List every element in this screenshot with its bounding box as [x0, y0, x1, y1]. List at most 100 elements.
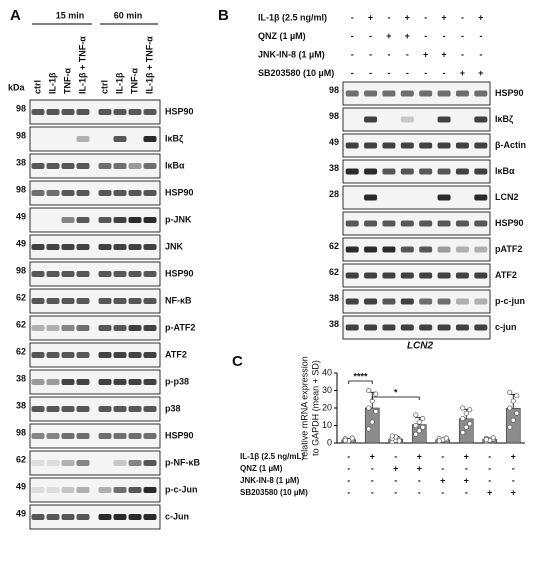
blot-band: [31, 244, 45, 250]
treatment-sign: -: [512, 463, 515, 473]
lane-label: IL-1β: [114, 72, 124, 94]
blot-band: [128, 433, 142, 439]
treatment-sign: +: [478, 68, 483, 78]
treatment-sign: -: [347, 451, 350, 461]
treatment-sign: +: [370, 451, 375, 461]
blot-band: [143, 514, 157, 520]
blot-band: [437, 142, 451, 149]
data-point: [416, 428, 422, 434]
protein-label: IκBζ: [165, 133, 183, 143]
blot-band: [419, 324, 433, 331]
kda-marker: 38: [16, 373, 26, 383]
kda-marker: 98: [16, 130, 26, 140]
blot-band: [364, 272, 378, 279]
blot-band: [76, 379, 90, 385]
blot-band: [382, 220, 396, 227]
blot-band: [382, 90, 396, 97]
protein-label: p-ATF2: [165, 322, 195, 332]
blot-band: [455, 298, 469, 305]
blot-band: [113, 352, 127, 358]
blot-band: [98, 514, 112, 520]
blot-band: [128, 514, 142, 520]
protein-label: p38: [165, 403, 181, 413]
blot-band: [128, 325, 142, 331]
treatment-label: SB203580 (10 µM): [258, 68, 334, 78]
blot-band: [364, 298, 378, 305]
blot-box: [342, 289, 491, 314]
data-point: [366, 387, 372, 394]
treatment-sign: -: [394, 487, 397, 497]
blot-band: [113, 325, 127, 331]
blot-box: [29, 126, 161, 152]
treatment-label: SB203580 (10 µM): [240, 488, 308, 497]
treatment-sign: -: [488, 475, 491, 485]
blot-band: [128, 487, 142, 493]
blot-band: [98, 217, 112, 223]
blot-band: [31, 298, 45, 304]
protein-label: HSP90: [165, 268, 194, 278]
blot-band: [113, 136, 127, 142]
blot-band: [474, 246, 488, 253]
protein-label: pATF2: [495, 244, 522, 254]
kda-marker: 49: [16, 238, 26, 248]
lane-label: IL-1β + TNF-α: [144, 36, 154, 94]
blot-band: [128, 109, 142, 115]
treatment-sign: -: [479, 49, 482, 59]
blot-band: [382, 298, 396, 305]
lane-label: ctrl: [32, 80, 42, 94]
blot-box: [342, 315, 491, 340]
data-point: [467, 421, 473, 427]
data-point: [463, 424, 469, 430]
blot-band: [46, 325, 60, 331]
blot-box: [342, 81, 491, 106]
lane-label: TNF-α: [129, 68, 139, 94]
blot-band: [143, 217, 157, 223]
blot-band: [31, 271, 45, 277]
treatment-label: JNK-IN-8 (1 µM): [258, 49, 325, 59]
blot-band: [76, 352, 90, 358]
protein-label: HSP90: [165, 187, 194, 197]
blot-band: [364, 194, 378, 201]
blot-band: [345, 90, 359, 97]
kda-marker: 98: [16, 427, 26, 437]
protein-label: p-c-Jun: [165, 484, 198, 494]
treatment-sign: -: [387, 68, 390, 78]
blot-band: [61, 109, 75, 115]
kda-marker: 49: [329, 137, 339, 147]
data-point: [413, 412, 419, 418]
blot-band: [61, 325, 75, 331]
blot-band: [113, 298, 127, 304]
protein-label: IκBα: [495, 166, 515, 176]
blot-box: [342, 263, 491, 288]
blot-band: [46, 163, 60, 169]
kda-marker: 49: [16, 508, 26, 518]
protein-label: HSP90: [165, 106, 194, 116]
treatment-sign: -: [512, 475, 515, 485]
blot-band: [46, 352, 60, 358]
protein-label: LCN2: [495, 192, 519, 202]
treatment-sign: -: [465, 487, 468, 497]
treatment-label: QNZ (1 µM): [258, 31, 306, 41]
blot-band: [400, 142, 414, 149]
protein-label: NF-κB: [165, 295, 192, 305]
data-point: [420, 424, 426, 430]
protein-label: p-JNK: [165, 214, 192, 224]
blot-band: [98, 298, 112, 304]
blot-band: [98, 190, 112, 196]
data-point: [369, 419, 375, 425]
treatment-sign: -: [441, 487, 444, 497]
blot-band: [98, 352, 112, 358]
treatment-sign: -: [371, 475, 374, 485]
blot-band: [46, 433, 60, 439]
treatment-sign: +: [441, 12, 446, 22]
treatment-sign: -: [461, 12, 464, 22]
significance-label: *: [394, 387, 398, 397]
blot-band: [345, 168, 359, 175]
data-point: [467, 407, 473, 413]
blot-band: [474, 298, 488, 305]
blot-band: [437, 246, 451, 253]
blot-band: [61, 271, 75, 277]
blot-band: [61, 433, 75, 439]
blot-band: [474, 324, 488, 331]
